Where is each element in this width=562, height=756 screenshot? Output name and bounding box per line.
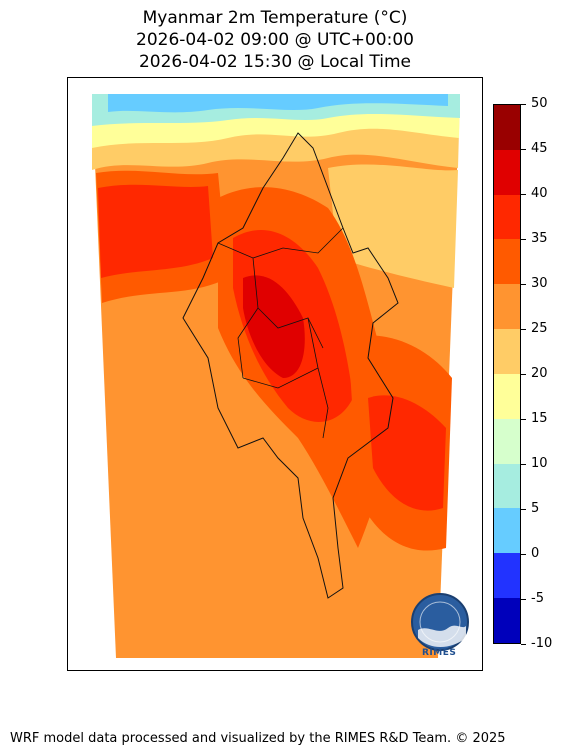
colorbar-tick-label: 20 bbox=[531, 366, 548, 381]
colorbar-tick-mark bbox=[521, 644, 526, 645]
colorbar-segment bbox=[494, 373, 520, 419]
colorbar-tick-label: 35 bbox=[531, 231, 548, 246]
colorbar-tick-label: 0 bbox=[531, 546, 540, 561]
map-frame bbox=[67, 77, 483, 671]
colorbar-tick-mark bbox=[521, 374, 526, 375]
colorbar-tick-mark bbox=[521, 509, 526, 510]
colorbar-tick-mark bbox=[521, 599, 526, 600]
colorbar-segment bbox=[494, 239, 520, 285]
colorbar-tick-label: -5 bbox=[531, 591, 544, 606]
colorbar-tick-label: 30 bbox=[531, 276, 548, 291]
logo-label: RIMES bbox=[422, 648, 457, 658]
colorbar-segment bbox=[494, 463, 520, 509]
colorbar-segment bbox=[494, 418, 520, 464]
colorbar-tick-mark bbox=[521, 464, 526, 465]
colorbar-segment bbox=[494, 194, 520, 240]
southeast-hotter-region bbox=[368, 395, 446, 511]
colorbar-segment bbox=[494, 284, 520, 330]
colorbar-tick-label: 45 bbox=[531, 141, 548, 156]
colorbar-segment bbox=[494, 329, 520, 374]
rimes-logo bbox=[411, 593, 469, 651]
colorbar-segment bbox=[494, 598, 520, 643]
colorbar-segment bbox=[494, 105, 520, 150]
footer-credit: WRF model data processed and visualized … bbox=[10, 731, 506, 746]
colorbar-tick-mark bbox=[521, 149, 526, 150]
colorbar-segment bbox=[494, 149, 520, 195]
colorbar-tick-mark bbox=[521, 329, 526, 330]
map-title: Myanmar 2m Temperature (°C) bbox=[142, 8, 408, 28]
colorbar-tick-label: -10 bbox=[531, 636, 553, 651]
local-time: 2026-04-02 15:30 @ Local Time bbox=[138, 52, 412, 72]
colorbar-tick-label: 10 bbox=[531, 456, 548, 471]
north-coldest-region bbox=[108, 94, 448, 113]
colorbar-tick-mark bbox=[521, 284, 526, 285]
colorbar-segment bbox=[494, 508, 520, 554]
temperature-map bbox=[92, 94, 460, 658]
colorbar-tick-label: 15 bbox=[531, 411, 548, 426]
west-hotter-region bbox=[98, 184, 213, 278]
state-borders bbox=[217, 227, 344, 439]
colorbar-tick-mark bbox=[521, 239, 526, 240]
central-hottest-region bbox=[243, 275, 305, 378]
colorbar-tick-label: 25 bbox=[531, 321, 548, 336]
colorbar-segment bbox=[494, 553, 520, 599]
colorbar-tick-label: 40 bbox=[531, 186, 548, 201]
myanmar-border bbox=[182, 132, 399, 599]
colorbar bbox=[493, 104, 521, 644]
colorbar-tick-mark bbox=[521, 104, 526, 105]
northeast-warm-region bbox=[328, 164, 458, 288]
colorbar-tick-label: 5 bbox=[531, 501, 540, 516]
colorbar-tick-mark bbox=[521, 194, 526, 195]
utc-time: 2026-04-02 09:00 @ UTC+00:00 bbox=[136, 30, 414, 50]
colorbar-tick-mark bbox=[521, 419, 526, 420]
colorbar-tick-label: 50 bbox=[531, 96, 548, 111]
colorbar-tick-mark bbox=[521, 554, 526, 555]
